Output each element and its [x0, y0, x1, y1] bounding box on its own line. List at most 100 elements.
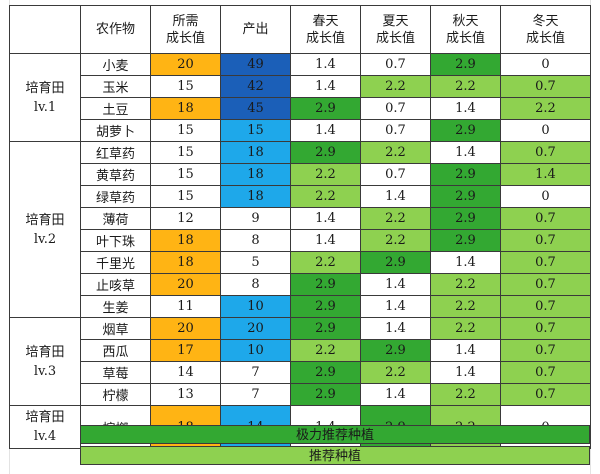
crop-name-cell[interactable]: 玉米	[80, 75, 151, 98]
header-autumn[interactable]: 秋天 成长值	[430, 5, 501, 54]
cell-spring[interactable]: 2.9	[290, 273, 361, 296]
crop-name-cell[interactable]: 绿草药	[80, 185, 151, 208]
crop-name-cell[interactable]: 生姜	[80, 295, 151, 318]
cell-winter[interactable]: 0.7	[500, 207, 591, 230]
cell-summer[interactable]: 0.7	[360, 163, 431, 186]
cell-winter[interactable]: 2.2	[500, 97, 591, 120]
cell-autumn[interactable]: 2.9	[430, 163, 501, 186]
cell-winter[interactable]: 0.7	[500, 229, 591, 252]
crop-name-cell[interactable]: 胡萝卜	[80, 119, 151, 142]
cell-required[interactable]: 11	[150, 295, 221, 318]
crop-name-cell[interactable]: 土豆	[80, 97, 151, 120]
cell-output[interactable]: 42	[220, 75, 291, 98]
cell-required[interactable]: 17	[150, 339, 221, 362]
cell-spring[interactable]: 2.9	[290, 97, 361, 120]
cell-output[interactable]: 7	[220, 361, 291, 384]
cell-autumn[interactable]: 2.2	[430, 295, 501, 318]
cell-summer[interactable]: 1.4	[360, 317, 431, 340]
cell-autumn[interactable]: 1.4	[430, 97, 501, 120]
cell-output[interactable]: 49	[220, 53, 291, 76]
cell-winter[interactable]: 0	[500, 185, 591, 208]
cell-output[interactable]: 10	[220, 339, 291, 362]
cell-summer[interactable]: 0.7	[360, 53, 431, 76]
cell-spring[interactable]: 2.9	[290, 361, 361, 384]
cell-autumn[interactable]: 2.2	[430, 317, 501, 340]
cell-winter[interactable]: 0.7	[500, 295, 591, 318]
cell-output[interactable]: 18	[220, 141, 291, 164]
crop-name-cell[interactable]: 止咳草	[80, 273, 151, 296]
cell-summer[interactable]: 0.7	[360, 97, 431, 120]
cell-autumn[interactable]: 1.4	[430, 141, 501, 164]
cell-output[interactable]: 18	[220, 185, 291, 208]
cell-spring[interactable]: 2.9	[290, 317, 361, 340]
cell-summer[interactable]: 1.4	[360, 295, 431, 318]
header-spring[interactable]: 春天 成长值	[290, 5, 361, 54]
cell-required[interactable]: 12	[150, 207, 221, 230]
cell-output[interactable]: 45	[220, 97, 291, 120]
cell-summer[interactable]: 2.9	[360, 251, 431, 274]
crop-name-cell[interactable]: 红草药	[80, 141, 151, 164]
cell-output[interactable]: 9	[220, 207, 291, 230]
cell-winter[interactable]: 1.4	[500, 163, 591, 186]
cell-winter[interactable]: 0.7	[500, 273, 591, 296]
group-cell[interactable]: 培育田 lv.4	[9, 405, 81, 449]
cell-summer[interactable]: 2.2	[360, 141, 431, 164]
cell-required[interactable]: 20	[150, 317, 221, 340]
cell-spring[interactable]: 2.2	[290, 251, 361, 274]
cell-required[interactable]: 15	[150, 185, 221, 208]
cell-winter[interactable]: 0	[500, 119, 591, 142]
cell-spring[interactable]: 2.9	[290, 295, 361, 318]
cell-output[interactable]: 20	[220, 317, 291, 340]
header-corner[interactable]	[9, 5, 81, 54]
legend-strongly-recommended[interactable]: 极力推荐种植	[80, 425, 590, 444]
cell-required[interactable]: 13	[150, 383, 221, 406]
cell-autumn[interactable]: 2.9	[430, 229, 501, 252]
cell-winter[interactable]: 0.7	[500, 339, 591, 362]
header-output[interactable]: 产出	[220, 5, 291, 54]
cell-required[interactable]: 15	[150, 75, 221, 98]
cell-summer[interactable]: 2.2	[360, 229, 431, 252]
cell-spring[interactable]: 2.2	[290, 339, 361, 362]
crop-name-cell[interactable]: 西瓜	[80, 339, 151, 362]
cell-spring[interactable]: 1.4	[290, 229, 361, 252]
cell-autumn[interactable]: 1.4	[430, 339, 501, 362]
group-cell[interactable]: 培育田 lv.3	[9, 317, 81, 406]
cell-summer[interactable]: 1.4	[360, 273, 431, 296]
cell-output[interactable]: 8	[220, 229, 291, 252]
cell-autumn[interactable]: 2.2	[430, 75, 501, 98]
cell-winter[interactable]: 0.7	[500, 383, 591, 406]
cell-output[interactable]: 5	[220, 251, 291, 274]
cell-autumn[interactable]: 2.9	[430, 119, 501, 142]
cell-required[interactable]: 14	[150, 361, 221, 384]
cell-summer[interactable]: 2.2	[360, 361, 431, 384]
cell-winter[interactable]: 0.7	[500, 317, 591, 340]
cell-required[interactable]: 20	[150, 53, 221, 76]
crop-name-cell[interactable]: 柠檬	[80, 383, 151, 406]
crop-name-cell[interactable]: 小麦	[80, 53, 151, 76]
cell-winter[interactable]: 0.7	[500, 251, 591, 274]
cell-spring[interactable]: 1.4	[290, 75, 361, 98]
cell-autumn[interactable]: 1.4	[430, 251, 501, 274]
cell-summer[interactable]: 1.4	[360, 185, 431, 208]
header-required[interactable]: 所需 成长值	[150, 5, 221, 54]
cell-output[interactable]: 15	[220, 119, 291, 142]
cell-spring[interactable]: 2.9	[290, 383, 361, 406]
group-cell[interactable]: 培育田 lv.2	[9, 141, 81, 318]
cell-summer[interactable]: 2.9	[360, 339, 431, 362]
crop-name-cell[interactable]: 黄草药	[80, 163, 151, 186]
cell-spring[interactable]: 2.2	[290, 185, 361, 208]
cell-required[interactable]: 15	[150, 119, 221, 142]
cell-output[interactable]: 7	[220, 383, 291, 406]
cell-summer[interactable]: 2.2	[360, 207, 431, 230]
crop-name-cell[interactable]: 叶下珠	[80, 229, 151, 252]
cell-spring[interactable]: 2.9	[290, 141, 361, 164]
cell-required[interactable]: 15	[150, 141, 221, 164]
cell-summer[interactable]: 0.7	[360, 119, 431, 142]
crop-name-cell[interactable]: 烟草	[80, 317, 151, 340]
cell-winter[interactable]: 0.7	[500, 361, 591, 384]
group-cell[interactable]: 培育田 lv.1	[9, 53, 81, 142]
cell-autumn[interactable]: 2.2	[430, 383, 501, 406]
cell-required[interactable]: 20	[150, 273, 221, 296]
cell-output[interactable]: 10	[220, 295, 291, 318]
cell-autumn[interactable]: 2.2	[430, 273, 501, 296]
